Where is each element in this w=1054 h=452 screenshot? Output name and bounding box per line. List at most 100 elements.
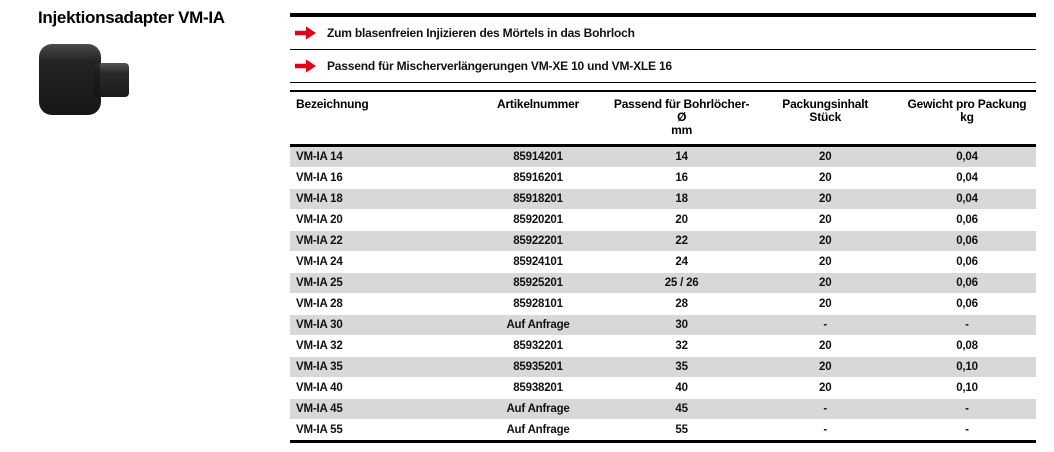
cell-artikelnummer: 85925201 [465, 272, 611, 294]
feature-item: Zum blasenfreien Injizieren des Mörtels … [290, 17, 1036, 50]
cell-artikelnummer: 85920201 [465, 209, 611, 231]
cell-artikelnummer: 85924101 [465, 251, 611, 273]
cell-artikelnummer: 85935201 [465, 356, 611, 378]
cell-bezeichnung: VM-IA 25 [290, 272, 466, 294]
cell-packungsinhalt: - [752, 398, 898, 420]
table-header-row: Bezeichnung Artikelnummer Passend für Bohr… [290, 91, 1036, 147]
feature-text: Zum blasenfreien Injizieren des Mörtels … [327, 26, 635, 40]
feature-list: Zum blasenfreien Injizieren des Mörtels … [290, 17, 1036, 83]
cell-bohrloecher: 22 [610, 230, 753, 252]
cell-packungsinhalt: 20 [752, 251, 898, 273]
col-header-packungsinhalt: Packungsinhalt Stück [752, 91, 898, 147]
table-row: VM-IA 40 85938201 40 20 0,10 [290, 377, 1036, 399]
table-row: VM-IA 35 85935201 35 20 0,10 [290, 356, 1036, 378]
cell-gewicht: - [897, 398, 1036, 420]
injection-adapter-graphic [39, 44, 129, 115]
cell-artikelnummer: 85918201 [465, 188, 611, 210]
table-row: VM-IA 20 85920201 20 20 0,06 [290, 209, 1036, 231]
col-header-bezeichnung: Bezeichnung [290, 91, 466, 147]
cell-packungsinhalt: 20 [752, 188, 898, 210]
cell-bezeichnung: VM-IA 30 [290, 314, 466, 336]
cell-bezeichnung: VM-IA 28 [290, 293, 466, 315]
cell-bohrloecher: 18 [610, 188, 753, 210]
cell-bohrloecher: 25 / 26 [610, 272, 753, 294]
table-row: VM-IA 32 85932201 32 20 0,08 [290, 335, 1036, 357]
cell-bohrloecher: 35 [610, 356, 753, 378]
table-row: VM-IA 22 85922201 22 20 0,06 [290, 230, 1036, 252]
table-row: VM-IA 28 85928101 28 20 0,06 [290, 293, 1036, 315]
cell-bezeichnung: VM-IA 22 [290, 230, 466, 252]
col-header-artikelnummer: Artikelnummer [465, 91, 611, 147]
cell-packungsinhalt: 20 [752, 167, 898, 189]
section-top-rule [290, 13, 1036, 17]
cell-bohrloecher: 28 [610, 293, 753, 315]
content-column: Zum blasenfreien Injizieren des Mörtels … [290, 0, 1036, 443]
cell-gewicht: 0,04 [897, 145, 1036, 168]
cell-gewicht: 0,04 [897, 167, 1036, 189]
table-row: VM-IA 55 Auf Anfrage 55- - [290, 419, 1036, 442]
arrow-right-icon [295, 26, 316, 40]
cell-artikelnummer: 85938201 [465, 377, 611, 399]
cell-bezeichnung: VM-IA 32 [290, 335, 466, 357]
cell-gewicht: 0,06 [897, 272, 1036, 294]
cell-packungsinhalt: 20 [752, 145, 898, 168]
cell-packungsinhalt: 20 [752, 356, 898, 378]
cell-bohrloecher: 55 [610, 419, 753, 442]
table-row: VM-IA 18 85918201 18 20 0,04 [290, 188, 1036, 210]
cell-artikelnummer: Auf Anfrage [465, 419, 611, 442]
col-header-bohrloecher: Passend für Bohrlöcher-Ø mm [610, 91, 753, 147]
table-row: VM-IA 16 85916201 16 20 0,04 [290, 167, 1036, 189]
cell-gewicht: 0,10 [897, 377, 1036, 399]
cell-bezeichnung: VM-IA 40 [290, 377, 466, 399]
cell-artikelnummer: 85914201 [465, 145, 611, 168]
col-header-gewicht: Gewicht pro Packung kg [897, 91, 1036, 147]
cell-bezeichnung: VM-IA 16 [290, 167, 466, 189]
cell-bezeichnung: VM-IA 14 [290, 145, 466, 168]
cell-packungsinhalt: 20 [752, 377, 898, 399]
table-row: VM-IA 24 85924101 24 20 0,06 [290, 251, 1036, 273]
cell-gewicht: 0,08 [897, 335, 1036, 357]
cell-bohrloecher: 16 [610, 167, 753, 189]
table-row: VM-IA 30 Auf Anfrage 30- - [290, 314, 1036, 336]
cell-gewicht: 0,06 [897, 230, 1036, 252]
cell-bohrloecher: 40 [610, 377, 753, 399]
spec-table-wrap: Bezeichnung Artikelnummer Passend für Bohr… [290, 90, 1036, 443]
product-spec-table: Bezeichnung Artikelnummer Passend für Bohr… [290, 90, 1036, 443]
cell-packungsinhalt: - [752, 314, 898, 336]
cell-bezeichnung: VM-IA 24 [290, 251, 466, 273]
cell-bohrloecher: 20 [610, 209, 753, 231]
cell-bohrloecher: 32 [610, 335, 753, 357]
injection-adapter-photo [38, 42, 130, 118]
cell-artikelnummer: 85932201 [465, 335, 611, 357]
cell-gewicht: - [897, 419, 1036, 442]
cell-artikelnummer: 85928101 [465, 293, 611, 315]
cell-packungsinhalt: 20 [752, 335, 898, 357]
page-title: Injektionsadapter VM-IA [38, 8, 225, 27]
cell-gewicht: 0,06 [897, 209, 1036, 231]
cell-bezeichnung: VM-IA 35 [290, 356, 466, 378]
cell-artikelnummer: 85916201 [465, 167, 611, 189]
cell-bezeichnung: VM-IA 18 [290, 188, 466, 210]
arrow-right-icon [295, 59, 316, 73]
table-row: VM-IA 25 85925201 25 / 26 20 0,06 [290, 272, 1036, 294]
cell-bezeichnung: VM-IA 45 [290, 398, 466, 420]
table-row: VM-IA 14 85914201 14 20 0,04 [290, 145, 1036, 168]
cell-packungsinhalt: 20 [752, 293, 898, 315]
cell-bohrloecher: 30 [610, 314, 753, 336]
cell-packungsinhalt: 20 [752, 230, 898, 252]
cell-bohrloecher: 14 [610, 145, 753, 168]
cell-gewicht: - [897, 314, 1036, 336]
cell-gewicht: 0,06 [897, 251, 1036, 273]
cell-bohrloecher: 45 [610, 398, 753, 420]
cell-packungsinhalt: 20 [752, 209, 898, 231]
cell-artikelnummer: Auf Anfrage [465, 398, 611, 420]
cell-artikelnummer: 85922201 [465, 230, 611, 252]
cell-bezeichnung: VM-IA 20 [290, 209, 466, 231]
table-row: VM-IA 45 Auf Anfrage 45- - [290, 398, 1036, 420]
cell-packungsinhalt: 20 [752, 272, 898, 294]
feature-text: Passend für Mischerverlängerungen VM-XE … [327, 59, 672, 73]
cell-gewicht: 0,10 [897, 356, 1036, 378]
cell-artikelnummer: Auf Anfrage [465, 314, 611, 336]
cell-bezeichnung: VM-IA 55 [290, 419, 466, 442]
